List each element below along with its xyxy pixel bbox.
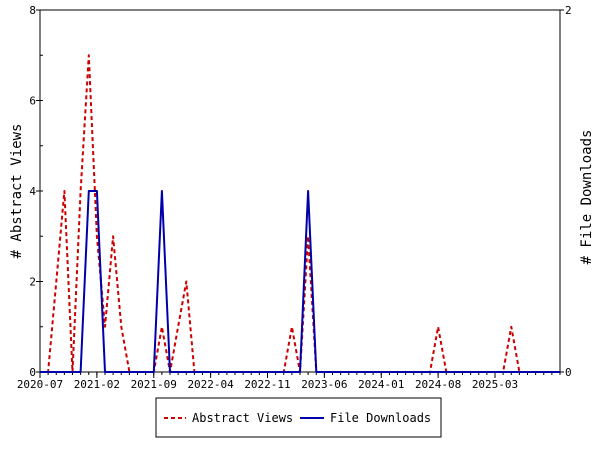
y-right-tick-label: 2 (565, 4, 572, 17)
y-axis-right-title: # File Downloads (579, 130, 595, 265)
x-tick-label: 2025-03 (472, 378, 518, 391)
x-tick-label: 2021-02 (74, 378, 120, 391)
legend-label-file-downloads: File Downloads (330, 411, 431, 425)
x-tick-label: 2022-11 (244, 378, 290, 391)
series-layer (40, 54, 560, 373)
x-tick-label: 2023-06 (301, 378, 347, 391)
x-tick-label: 2024-08 (415, 378, 461, 391)
x-tick-label: 2021-09 (131, 378, 177, 391)
y-left-tick-label: 8 (29, 4, 36, 17)
x-tick-label: 2020-07 (17, 378, 63, 391)
x-tick-label: 2024-01 (358, 378, 404, 391)
x-axis: 2020-07 2021-02 2021-09 2022-04 2022-11 2023-… (17, 372, 561, 391)
x-tick-label: 2022-04 (187, 378, 234, 391)
y-axis-left: 0 2 4 6 8 (29, 4, 43, 379)
y-left-tick-label: 2 (29, 276, 36, 289)
legend: Abstract Views File Downloads (155, 397, 442, 438)
y-axis-right: 02 (560, 4, 572, 379)
y-right-tick-label: 0 (565, 366, 572, 379)
y-axis-left-title: # Abstract Views (9, 124, 25, 259)
legend-box (155, 397, 442, 438)
y-left-tick-label: 0 (29, 366, 36, 379)
series-line-file-downloads (40, 190, 560, 373)
legend-label-abstract-views: Abstract Views (192, 411, 293, 425)
y-left-tick-label: 4 (29, 185, 36, 198)
y-left-tick-label: 6 (29, 95, 36, 108)
plot-area (39, 9, 561, 373)
